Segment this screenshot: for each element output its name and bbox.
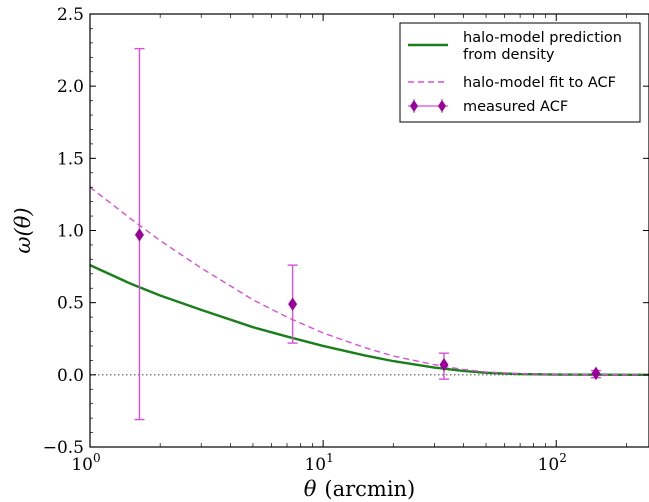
diamond-marker [439, 358, 449, 372]
y-tick-label: 0.0 [57, 366, 84, 386]
series-line-fit [90, 186, 649, 376]
y-tick-label: 0.5 [57, 294, 84, 314]
axes: −0.5 0.0 0.5 1.0 1.5 2.0 2.5 100 101 102 θ (arcmin)… [11, 5, 649, 501]
y-tick-label: 1.0 [57, 222, 84, 242]
legend-label-fit: halo-model fit to ACF [463, 75, 616, 91]
legend-label-measured: measured ACF [463, 99, 568, 115]
legend-label-prediction: halo-model prediction [463, 30, 622, 46]
y-tick-label: −0.5 [43, 438, 84, 458]
diamond-marker [288, 297, 298, 311]
legend-label-prediction: from density [463, 47, 555, 63]
data-point-4 [590, 366, 601, 381]
y-tick-label: 2.0 [57, 77, 84, 97]
legend-diamond-marker [410, 100, 418, 112]
legend-diamond-marker [438, 100, 446, 112]
x-tick-label: 102 [538, 451, 567, 475]
x-axis-label: θ (arcmin) [304, 477, 416, 501]
x-tick-label: 101 [304, 451, 333, 475]
data-point-1 [134, 47, 145, 421]
data-point-3 [438, 352, 449, 380]
plot-area [90, 47, 649, 421]
diamond-marker [134, 228, 144, 242]
y-tick-label: 2.5 [57, 5, 84, 25]
series-line-prediction [90, 264, 649, 377]
y-axis-label: ω(θ) [11, 207, 35, 253]
data-point-2 [287, 264, 298, 344]
plot-clip-group [90, 47, 649, 421]
y-tick-label: 1.5 [57, 149, 84, 169]
x-tick-label: 100 [71, 451, 100, 475]
legend-swatch-measured [408, 99, 448, 113]
diamond-marker [591, 366, 601, 381]
